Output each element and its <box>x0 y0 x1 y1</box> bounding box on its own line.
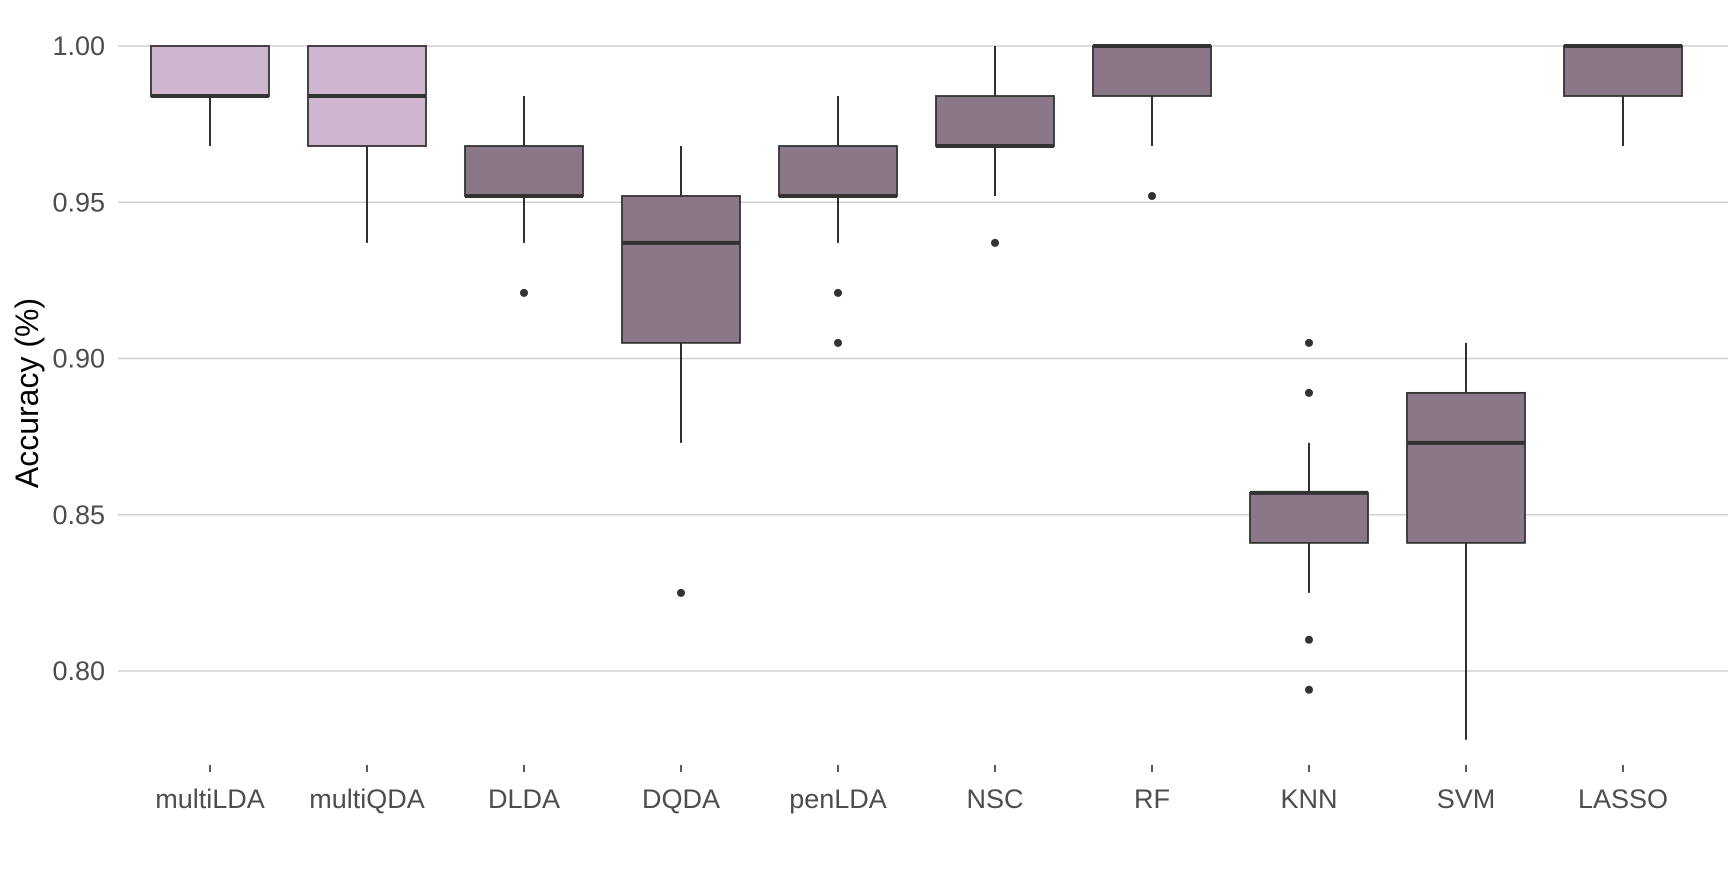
x-tick-label: NSC <box>966 784 1023 814</box>
box-RF <box>1092 44 1212 200</box>
box-iqr <box>1406 391 1526 544</box>
box-SVM <box>1406 342 1526 740</box>
y-tick-label: 0.95 <box>52 187 105 217</box>
box-multiQDA <box>307 45 427 243</box>
box-iqr <box>1563 45 1683 97</box>
outlier-point <box>677 588 685 597</box>
x-tick-label: SVM <box>1437 784 1496 814</box>
box-iqr <box>150 45 270 97</box>
box-iqr <box>778 145 898 197</box>
box-multiLDA <box>150 45 270 146</box>
x-tick-label: DQDA <box>642 784 720 814</box>
outlier-point <box>1148 192 1156 200</box>
y-tick-label: 0.80 <box>52 656 105 686</box>
y-tick-label: 0.85 <box>52 500 105 530</box>
outlier-point <box>1305 635 1313 644</box>
x-tick-label: RF <box>1134 784 1170 814</box>
x-tick-label: penLDA <box>789 784 887 814</box>
box-iqr <box>935 95 1055 147</box>
box-iqr <box>621 195 741 344</box>
y-axis-title: Accuracy (%) <box>9 298 45 488</box>
outlier-point <box>1305 338 1313 347</box>
outlier-point <box>834 338 842 347</box>
y-tick-label: 1.00 <box>52 31 105 61</box>
outlier-point <box>1305 685 1313 694</box>
box-iqr <box>1249 491 1369 544</box>
x-tick-label: LASSO <box>1578 784 1668 814</box>
x-tick-label: DLDA <box>488 784 560 814</box>
outlier-point <box>834 288 842 297</box>
outlier-point <box>991 238 999 247</box>
box-KNN <box>1249 338 1369 694</box>
x-tick-label: multiLDA <box>155 784 265 814</box>
box-iqr <box>464 145 584 197</box>
x-axis-ticks: multiLDA multiQDA DLDA DQDA penLDA NSC RF KNN SV… <box>155 765 1668 814</box>
box-LASSO <box>1563 44 1683 146</box>
box-NSC <box>935 46 1055 247</box>
y-axis-ticks: 0.80 0.85 0.90 0.95 1.00 <box>52 31 105 686</box>
y-tick-label: 0.90 <box>52 344 105 374</box>
boxes <box>150 44 1683 740</box>
box-DLDA <box>464 96 584 297</box>
outlier-point <box>520 288 528 297</box>
box-DQDA <box>621 146 741 597</box>
box-penLDA <box>778 96 898 347</box>
x-tick-label: multiQDA <box>309 784 425 814</box>
outlier-point <box>1305 388 1313 397</box>
box-iqr <box>1092 45 1212 97</box>
x-tick-label: KNN <box>1280 784 1337 814</box>
